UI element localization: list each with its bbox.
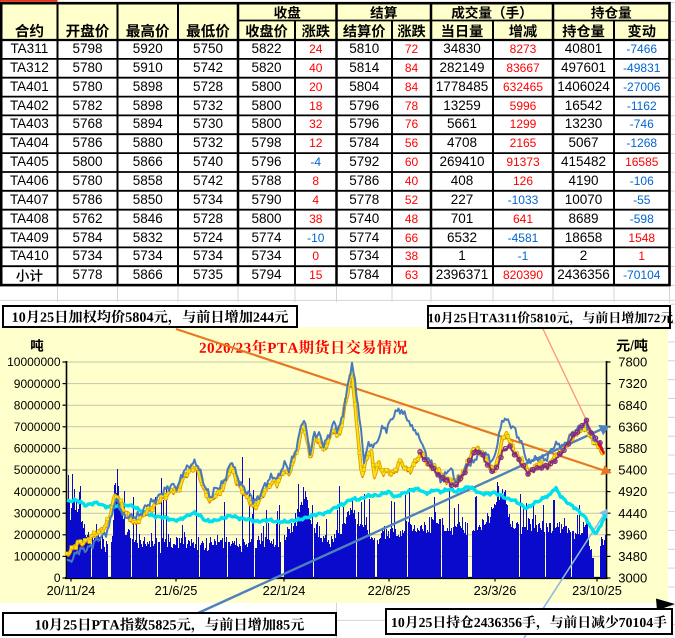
- svg-text:6000000: 6000000: [14, 442, 61, 456]
- svg-text:3960: 3960: [618, 527, 647, 542]
- svg-text:10000000: 10000000: [7, 355, 61, 369]
- svg-text:4000000: 4000000: [14, 485, 61, 499]
- svg-text:5400: 5400: [618, 463, 647, 478]
- svg-text:7800: 7800: [618, 355, 647, 370]
- svg-text:4440: 4440: [618, 506, 647, 521]
- svg-text:7000000: 7000000: [14, 420, 61, 434]
- svg-text:6360: 6360: [618, 419, 647, 434]
- svg-text:20/11/24: 20/11/24: [47, 583, 96, 598]
- svg-text:22/8/25: 22/8/25: [368, 583, 411, 598]
- svg-text:6840: 6840: [618, 398, 647, 413]
- svg-text:5000000: 5000000: [14, 463, 61, 477]
- svg-text:8000000: 8000000: [14, 398, 61, 412]
- svg-text:3000: 3000: [618, 571, 647, 586]
- svg-text:23/10/25: 23/10/25: [572, 583, 622, 598]
- svg-text:5880: 5880: [618, 441, 647, 456]
- svg-text:2000000: 2000000: [14, 528, 61, 542]
- svg-text:21/6/25: 21/6/25: [155, 583, 198, 598]
- svg-text:0: 0: [54, 571, 61, 585]
- svg-text:22/1/24: 22/1/24: [263, 583, 306, 598]
- svg-text:1000000: 1000000: [14, 550, 61, 564]
- svg-text:7320: 7320: [618, 376, 647, 391]
- svg-text:23/3/26: 23/3/26: [474, 583, 517, 598]
- svg-text:3000000: 3000000: [14, 506, 61, 520]
- svg-text:9000000: 9000000: [14, 377, 61, 391]
- svg-text:3480: 3480: [618, 549, 647, 564]
- svg-text:4920: 4920: [618, 484, 647, 499]
